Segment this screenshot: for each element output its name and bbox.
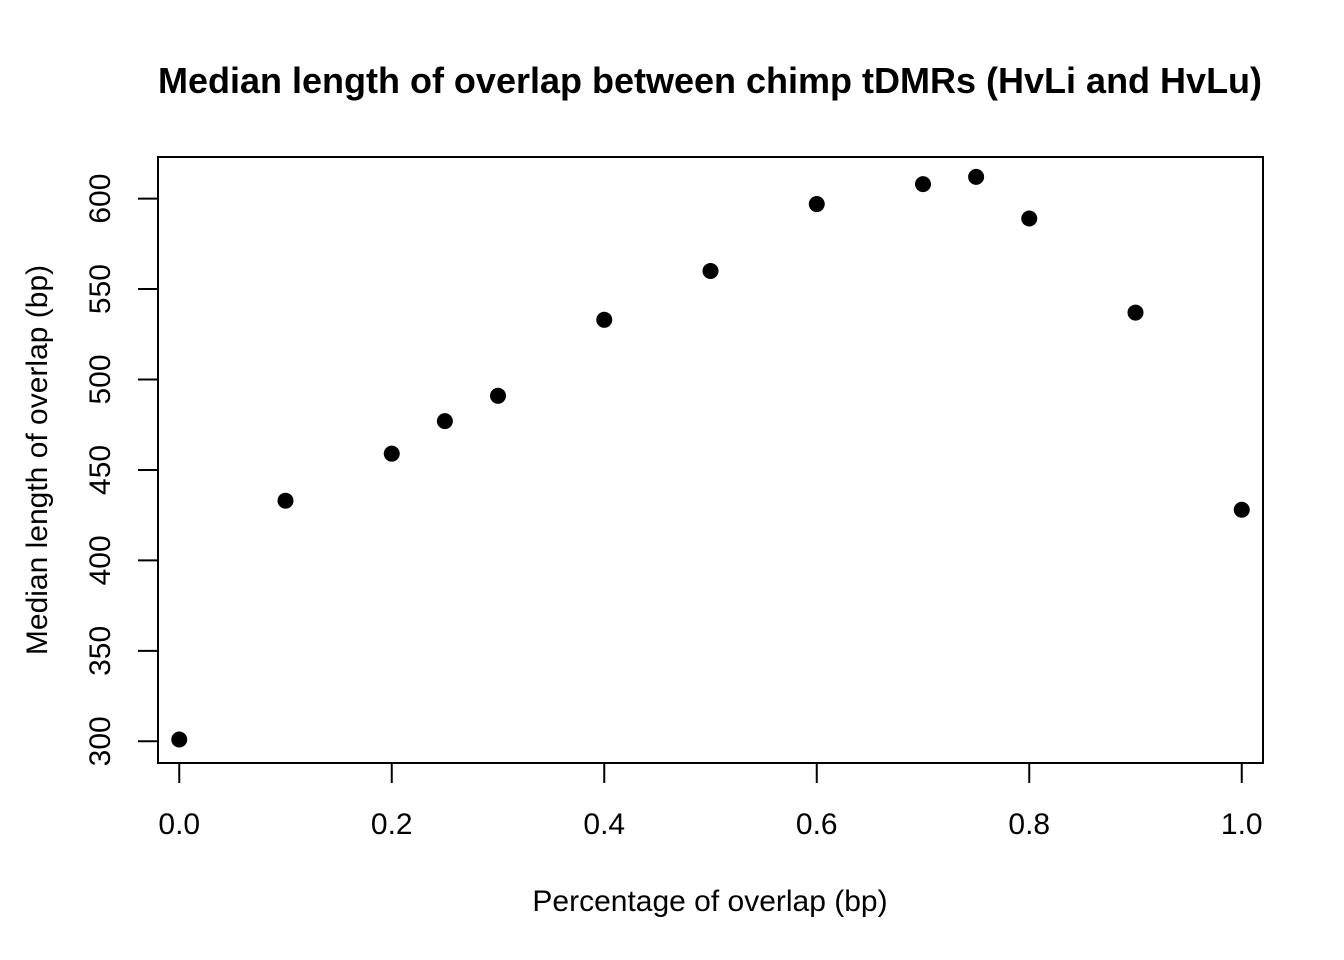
- data-point: [171, 731, 188, 748]
- data-point: [277, 492, 294, 509]
- y-tick-label: 500: [84, 354, 117, 404]
- data-points: [171, 168, 1250, 748]
- x-tick-label: 0.6: [796, 808, 838, 841]
- x-tick-label: 0.8: [1008, 808, 1050, 841]
- data-point: [436, 413, 453, 430]
- y-tick-label: 300: [84, 716, 117, 766]
- data-point: [596, 311, 613, 328]
- data-point: [968, 168, 985, 185]
- data-point: [1233, 501, 1250, 518]
- data-point: [915, 176, 931, 193]
- data-point: [808, 196, 825, 213]
- y-axis: 300 350 400 450 500 550 600: [84, 174, 159, 766]
- data-point: [702, 262, 719, 279]
- data-point: [383, 445, 400, 462]
- x-axis-label: Percentage of overlap (bp): [532, 885, 887, 918]
- chart-title: Median length of overlap between chimp t…: [158, 60, 1262, 101]
- x-tick-label: 1.0: [1221, 808, 1263, 841]
- y-tick-label: 400: [84, 535, 117, 585]
- data-point: [1127, 304, 1144, 321]
- x-tick-label: 0.0: [158, 808, 200, 841]
- x-tick-label: 0.4: [583, 808, 625, 841]
- y-tick-label: 550: [84, 264, 117, 314]
- data-point: [1021, 210, 1038, 227]
- y-tick-label: 450: [84, 445, 117, 495]
- y-axis-label: Median length of overlap (bp): [21, 265, 54, 655]
- y-tick-label: 350: [84, 626, 117, 676]
- x-tick-label: 0.2: [371, 808, 413, 841]
- data-point: [490, 387, 506, 404]
- y-tick-label: 600: [84, 174, 117, 224]
- plot-frame: [157, 156, 1264, 764]
- x-axis: 0.0 0.2 0.4 0.6 0.8 1.0: [158, 762, 1263, 841]
